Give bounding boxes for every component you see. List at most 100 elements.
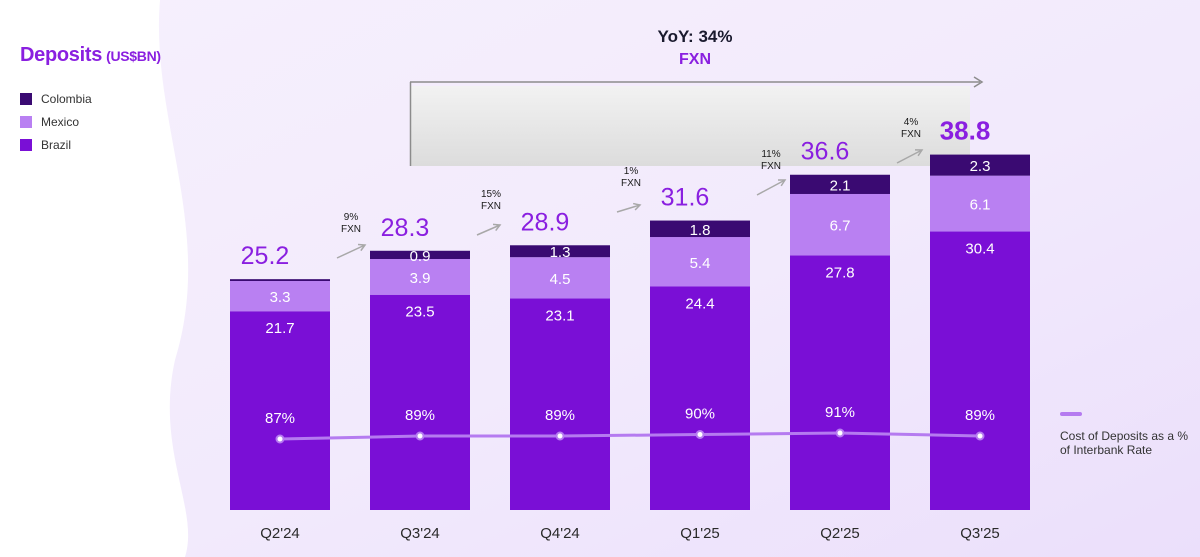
segment-label-colombia: 2.3 <box>970 158 991 175</box>
x-axis-tick-label: Q2'25 <box>820 525 860 542</box>
segment-label-brazil: 24.4 <box>685 295 714 312</box>
bar-segment-colombia <box>510 245 610 258</box>
total-label: 28.9 <box>521 208 570 236</box>
bar-segment-brazil <box>650 286 750 510</box>
yoy-arrow-head <box>973 76 984 88</box>
x-axis-tick-label: Q3'24 <box>400 525 440 542</box>
cost-of-deposits-point <box>835 428 845 438</box>
growth-arrow-head <box>914 149 924 157</box>
bar-segment-brazil <box>930 231 1030 510</box>
bar-segment-colombia <box>230 279 330 281</box>
growth-sub-label: FXN <box>621 178 641 189</box>
growth-arrow-line <box>896 149 923 164</box>
legend-item-colombia: Colombia <box>20 92 92 106</box>
legend-label-brazil: Brazil <box>41 138 72 152</box>
growth-arrow-line <box>756 179 786 196</box>
growth-arrow-head <box>357 243 367 252</box>
growth-sub-label: FXN <box>761 161 781 172</box>
segment-label-brazil: 23.1 <box>545 307 574 324</box>
bar-segment-brazil <box>510 298 610 510</box>
cost-of-deposits-line <box>279 431 981 441</box>
legend-item-mexico: Mexico <box>20 115 79 129</box>
segment-label-brazil: 30.4 <box>965 241 994 258</box>
bar-segment-mexico <box>510 257 610 299</box>
growth-arrow-line <box>336 244 366 259</box>
cost-of-deposits-point <box>415 431 425 441</box>
cost-of-deposits-label: 90% <box>685 406 715 423</box>
cost-of-deposits-label: 91% <box>825 404 855 421</box>
segment-label-brazil: 27.8 <box>825 264 854 281</box>
bar-segment-mexico <box>370 259 470 295</box>
bar-segment-colombia <box>650 220 750 238</box>
total-label: 28.3 <box>381 214 430 242</box>
cost-of-deposits-label: 89% <box>405 407 435 424</box>
legend-swatch-mexico <box>20 116 32 128</box>
legend-swatch-brazil <box>20 139 32 151</box>
segment-label-brazil: 23.5 <box>405 304 434 321</box>
growth-arrow-line <box>616 204 641 213</box>
legend: Deposits (US$BN) Colombia Mexico Brazil <box>20 44 161 152</box>
total-label: 38.8 <box>940 116 991 146</box>
growth-pct-label: 1% <box>624 166 639 177</box>
line-legend-label: Cost of Deposits as a % of Interbank Rat… <box>1060 429 1189 457</box>
growth-arrow-head <box>492 223 502 231</box>
growth-pct-label: 4% <box>904 117 919 128</box>
growth-arrow-line <box>476 224 501 236</box>
bar-segment-brazil <box>370 294 470 510</box>
total-label: 25.2 <box>241 242 290 270</box>
legend-item-brazil: Brazil <box>20 138 71 152</box>
bar-segment-brazil <box>230 311 330 510</box>
cost-of-deposits-point <box>695 430 705 439</box>
line-legend-swatch <box>1060 412 1082 416</box>
x-axis-tick-label: Q1'25 <box>680 525 720 542</box>
yoy-text: YoY: 34% <box>657 27 733 46</box>
growth-sub-label: FXN <box>481 201 501 212</box>
cost-of-deposits-point <box>975 431 985 441</box>
chart-title: Deposits (US$BN) <box>20 44 161 67</box>
cost-of-deposits-label: 87% <box>265 410 295 427</box>
growth-pct-label: 9% <box>344 212 359 223</box>
x-axis-tick-label: Q4'24 <box>540 525 580 542</box>
growth-pct-label: 11% <box>761 149 780 160</box>
cost-of-deposits-point <box>275 434 285 444</box>
total-label: 31.6 <box>661 184 710 212</box>
bar-segment-colombia <box>790 174 890 194</box>
bar-segment-colombia <box>930 154 1030 176</box>
segment-label-mexico: 6.7 <box>830 218 851 235</box>
segment-label-mexico: 3.9 <box>410 270 431 287</box>
segment-label-colombia: 2.1 <box>830 177 851 194</box>
line-legend: Cost of Deposits as a % of Interbank Rat… <box>1060 412 1190 457</box>
background-white-wave <box>0 0 189 557</box>
x-axis-tick-label: Q3'25 <box>960 525 1000 542</box>
segment-label-colombia: 1.8 <box>690 222 711 239</box>
segment-label-mexico: 3.3 <box>270 289 291 306</box>
growth-arrow-head <box>632 202 642 211</box>
segment-label-brazil: 21.7 <box>265 320 294 337</box>
segment-label-mexico: 5.4 <box>690 255 711 272</box>
segment-label-colombia: 0.9 <box>410 248 431 265</box>
cost-of-deposits-label: 89% <box>545 407 575 424</box>
yoy-callout: YoY: 34% FXN <box>620 27 770 69</box>
yoy-band <box>410 86 970 166</box>
segment-label-mexico: 4.5 <box>550 271 571 288</box>
growth-sub-label: FXN <box>341 224 361 235</box>
bar-segment-mexico <box>790 193 890 256</box>
legend-swatch-colombia <box>20 93 32 105</box>
x-axis-tick-label: Q2'24 <box>260 525 300 542</box>
chart-title-text: Deposits <box>20 44 103 66</box>
bar-segment-brazil <box>790 255 890 510</box>
total-label: 36.6 <box>801 138 850 166</box>
yoy-subtext: FXN <box>679 51 711 68</box>
chart-unit: (US$BN) <box>106 48 161 64</box>
legend-label-mexico: Mexico <box>41 115 80 129</box>
bar-segment-mexico <box>930 175 1030 232</box>
growth-arrow-head <box>777 179 787 187</box>
bar-segment-mexico <box>230 281 330 312</box>
cost-of-deposits-label: 89% <box>965 407 995 424</box>
bar-segment-colombia <box>370 250 470 260</box>
segment-label-colombia: 1.3 <box>550 244 571 261</box>
bar-segment-mexico <box>650 237 750 287</box>
segment-label-mexico: 6.1 <box>970 197 991 214</box>
growth-pct-label: 15% <box>481 189 501 200</box>
